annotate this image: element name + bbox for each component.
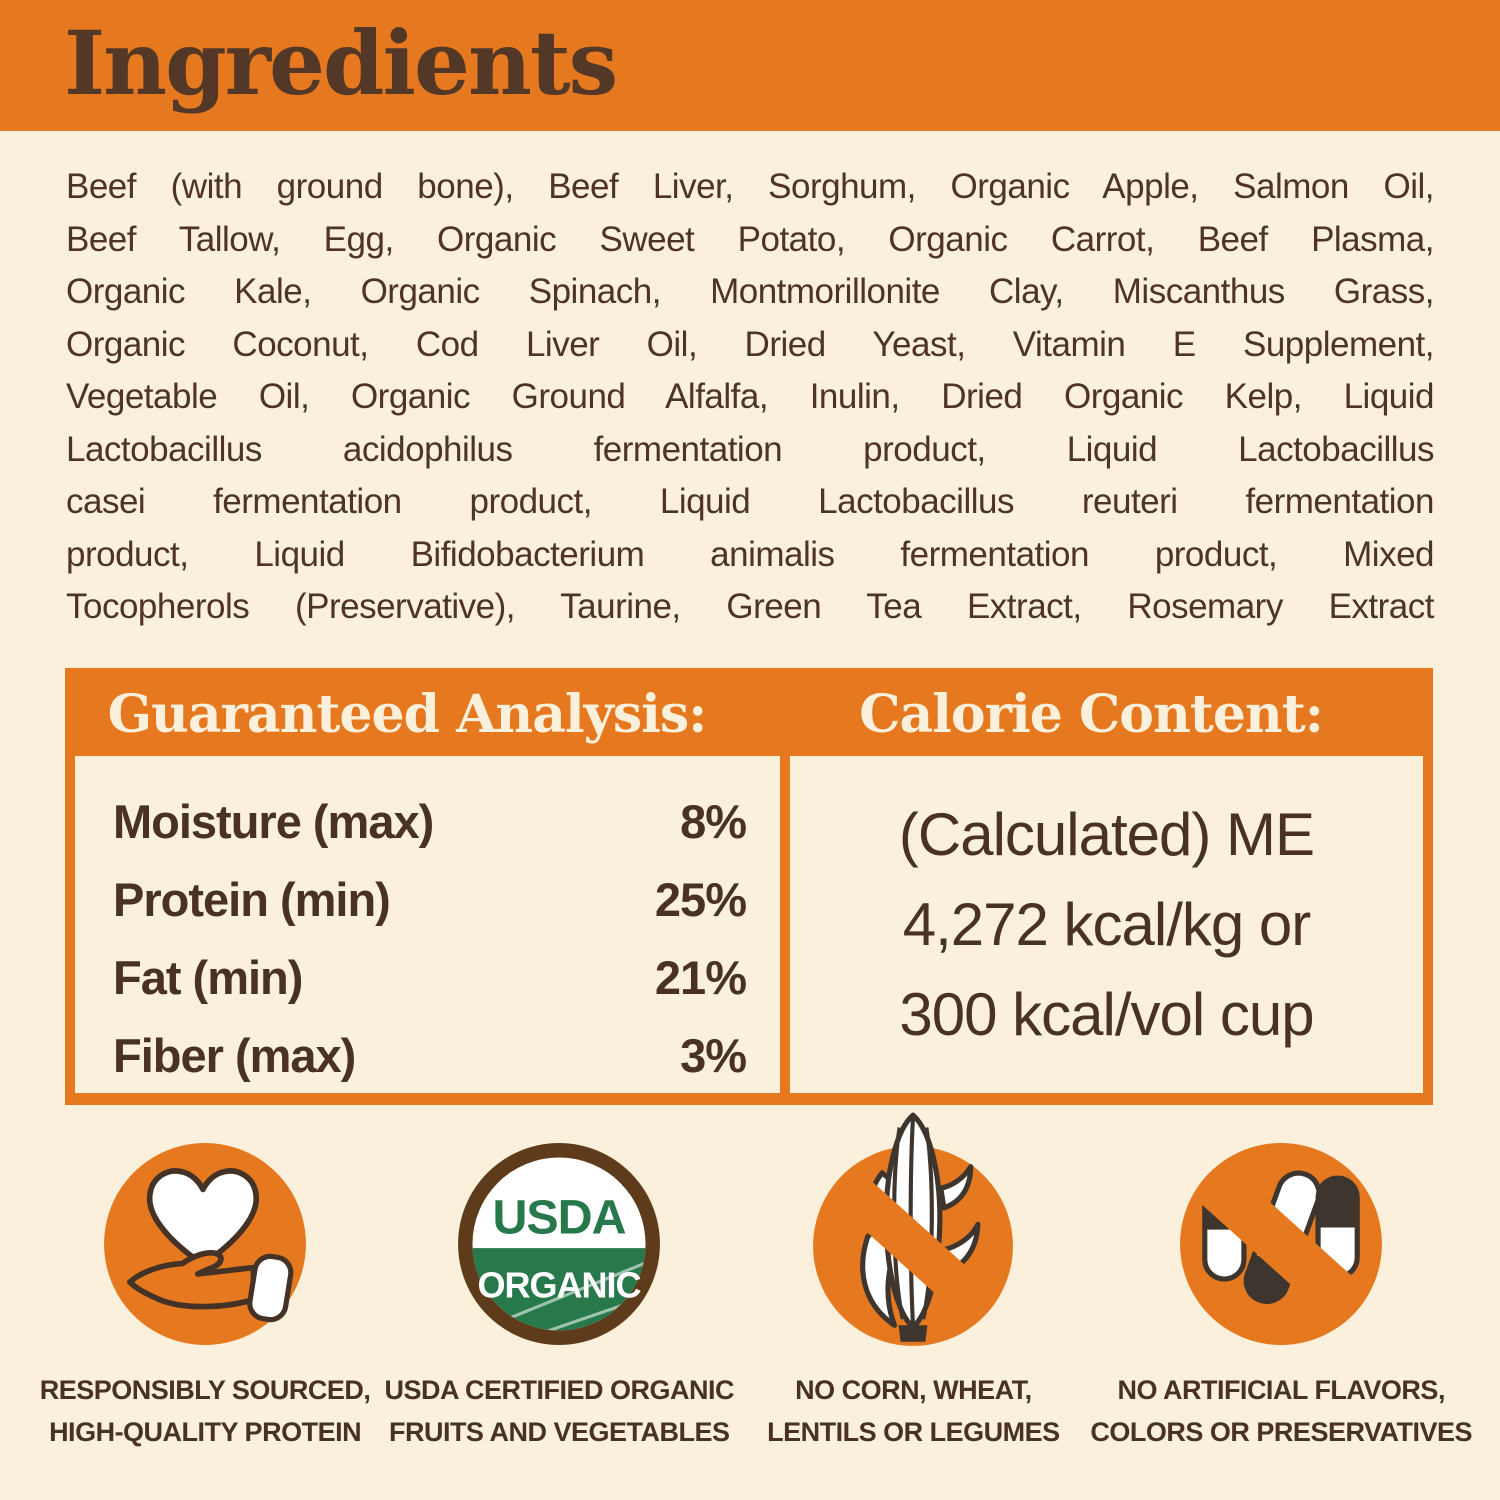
usda-organic-seal-icon: USDA ORGANIC bbox=[458, 1143, 661, 1345]
heart-in-hand-icon-wrap bbox=[102, 1141, 308, 1347]
ingredients-line: Lactobacillus acidophilus fermentation p… bbox=[66, 429, 1435, 469]
ingredients-line: Organic Coconut, Cod Liver Oil, Dried Ye… bbox=[66, 324, 1435, 364]
usda-organic-seal-wrap: USDA ORGANIC bbox=[456, 1141, 662, 1347]
badge-usda-organic: USDA ORGANIC USDA CERTIFIED ORGANIC FRUI… bbox=[382, 1141, 736, 1453]
analysis-value: 21% bbox=[654, 950, 747, 1004]
badge-responsibly-sourced: RESPONSIBLY SOURCED, HIGH-QUALITY PROTEI… bbox=[28, 1141, 382, 1453]
analysis-value: 25% bbox=[654, 872, 747, 926]
analysis-label: Fiber (max) bbox=[113, 1028, 356, 1082]
analysis-value: 8% bbox=[680, 794, 747, 848]
calorie-line: 300 kcal/vol cup bbox=[899, 980, 1314, 1048]
header-banner: Ingredients bbox=[0, 0, 1500, 131]
analysis-row-moisture: Moisture (max) 8% bbox=[113, 782, 747, 860]
box-headers: Guaranteed Analysis: Calorie Content: bbox=[65, 668, 1433, 756]
badge-caption: FRUITS AND VEGETABLES bbox=[388, 1417, 730, 1447]
no-corn-icon bbox=[813, 1112, 1014, 1346]
badge-caption: RESPONSIBLY SOURCED, bbox=[39, 1375, 371, 1405]
ingredients-line: product, Liquid Bifidobacterium animalis… bbox=[66, 534, 1435, 574]
ingredients-line: Beef (with ground bone), Beef Liver, Sor… bbox=[66, 167, 1435, 206]
page-title: Ingredients bbox=[64, 11, 618, 115]
calorie-line: (Calculated) ME bbox=[898, 800, 1315, 868]
usda-seal-top-text: USDA bbox=[493, 1191, 626, 1245]
calorie-content-panel: (Calculated) ME 4,272 kcal/kg or 300 kca… bbox=[790, 756, 1423, 1093]
no-corn-icon-wrap bbox=[810, 1112, 1016, 1347]
heart-in-hand-icon bbox=[104, 1143, 307, 1345]
calorie-content-title: Calorie Content: bbox=[859, 684, 1324, 745]
ingredients-paragraph: Beef (with ground bone), Beef Liver, Sor… bbox=[66, 161, 1435, 634]
analysis-row-fiber: Fiber (max) 3% bbox=[113, 1016, 747, 1094]
badge-no-pills: NO ARTIFICIAL FLAVORS, COLORS OR PRESERV… bbox=[1090, 1141, 1472, 1453]
analysis-row-protein: Protein (min) 25% bbox=[113, 860, 747, 938]
badge-row: RESPONSIBLY SOURCED, HIGH-QUALITY PROTEI… bbox=[28, 1112, 1472, 1453]
analysis-row-fat: Fat (min) 21% bbox=[113, 938, 747, 1016]
ingredients-line: Vegetable Oil, Organic Ground Alfalfa, I… bbox=[66, 377, 1435, 416]
ingredients-line: casei fermentation product, Liquid Lacto… bbox=[66, 482, 1435, 521]
badge-caption: HIGH-QUALITY PROTEIN bbox=[49, 1417, 362, 1447]
usda-seal-bottom-text: ORGANIC bbox=[478, 1265, 642, 1306]
no-pills-icon bbox=[1180, 1143, 1383, 1345]
analysis-label: Moisture (max) bbox=[113, 794, 434, 848]
analysis-value: 3% bbox=[680, 1028, 747, 1082]
badge-no-corn: NO CORN, WHEAT, LENTILS OR LEGUMES bbox=[736, 1112, 1090, 1453]
analysis-label: Fat (min) bbox=[113, 950, 303, 1004]
ingredients-line: Beef Tallow, Egg, Organic Sweet Potato, … bbox=[66, 219, 1435, 259]
ingredients-line: Tocopherols (Preservative), Taurine, Gre… bbox=[66, 587, 1435, 626]
guaranteed-analysis-panel: Moisture (max) 8% Protein (min) 25% Fat … bbox=[75, 756, 780, 1093]
guaranteed-analysis-title: Guaranteed Analysis: bbox=[107, 684, 708, 745]
badge-caption: COLORS OR PRESERVATIVES bbox=[1090, 1417, 1472, 1447]
no-pills-icon-wrap bbox=[1178, 1141, 1384, 1347]
ingredients-line: Organic Kale, Organic Spinach, Montmoril… bbox=[66, 272, 1435, 311]
badge-caption: LENTILS OR LEGUMES bbox=[767, 1417, 1060, 1447]
badge-caption: NO ARTIFICIAL FLAVORS, bbox=[1117, 1375, 1445, 1405]
box-panels: Moisture (max) 8% Protein (min) 25% Fat … bbox=[65, 756, 1433, 1093]
calorie-line: 4,272 kcal/kg or bbox=[902, 890, 1312, 958]
badge-caption: USDA CERTIFIED ORGANIC bbox=[384, 1375, 734, 1405]
analysis-label: Protein (min) bbox=[113, 872, 391, 926]
badge-caption: NO CORN, WHEAT, bbox=[795, 1375, 1032, 1405]
analysis-calorie-box: Guaranteed Analysis: Calorie Content: Mo… bbox=[65, 668, 1433, 1105]
